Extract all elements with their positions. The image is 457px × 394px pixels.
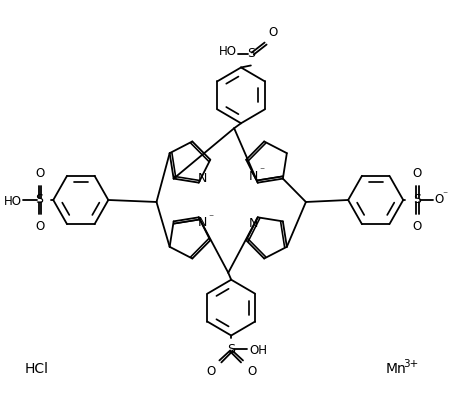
Text: HCl: HCl bbox=[25, 362, 49, 376]
Text: O: O bbox=[35, 167, 44, 180]
Text: ⁻: ⁻ bbox=[208, 213, 213, 223]
Text: ⁻: ⁻ bbox=[259, 166, 264, 176]
Text: N: N bbox=[198, 216, 207, 229]
Text: S: S bbox=[227, 343, 235, 356]
Text: O: O bbox=[412, 220, 422, 233]
Text: 3+: 3+ bbox=[403, 359, 419, 370]
Text: N: N bbox=[198, 171, 207, 184]
Text: S: S bbox=[413, 193, 421, 206]
Text: S: S bbox=[36, 193, 43, 206]
Text: O: O bbox=[269, 26, 278, 39]
Text: Mn: Mn bbox=[386, 362, 406, 376]
Text: OH: OH bbox=[249, 344, 267, 357]
Text: S: S bbox=[247, 47, 255, 60]
Text: O: O bbox=[412, 167, 422, 180]
Text: O: O bbox=[35, 220, 44, 233]
Text: N: N bbox=[249, 169, 259, 182]
Text: ⁻: ⁻ bbox=[442, 190, 448, 200]
Text: O: O bbox=[247, 365, 256, 378]
Text: HO: HO bbox=[4, 195, 22, 208]
Text: N: N bbox=[249, 217, 259, 230]
Text: HO: HO bbox=[219, 45, 237, 58]
Text: O: O bbox=[206, 365, 215, 378]
Text: O: O bbox=[435, 193, 444, 206]
